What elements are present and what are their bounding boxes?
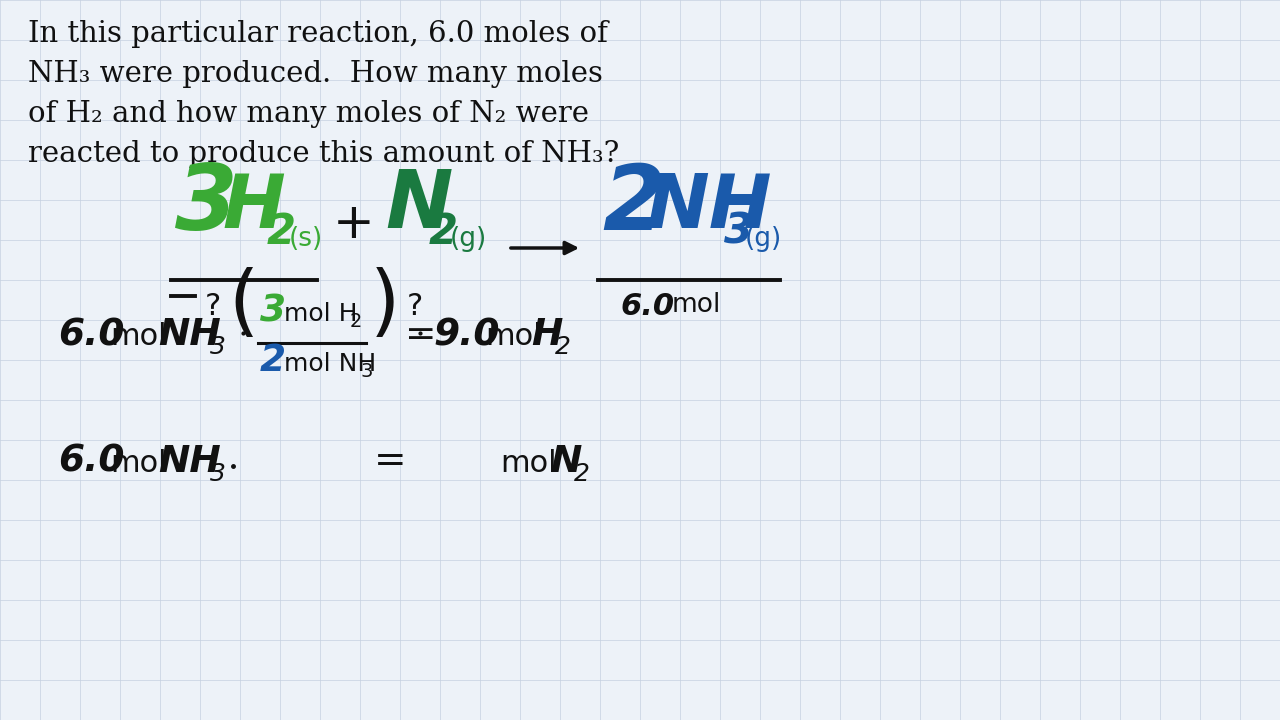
Text: mol: mol xyxy=(110,449,166,478)
Text: N: N xyxy=(385,167,452,245)
Text: 3: 3 xyxy=(360,362,372,381)
Text: ): ) xyxy=(370,267,401,343)
Text: =: = xyxy=(404,317,436,353)
Text: ?: ? xyxy=(407,292,424,321)
Text: 2: 2 xyxy=(556,335,571,359)
Text: 6.0: 6.0 xyxy=(58,317,124,353)
Text: N: N xyxy=(550,444,581,480)
Text: 2: 2 xyxy=(602,161,664,249)
Text: (g): (g) xyxy=(451,226,488,252)
Text: 9.0: 9.0 xyxy=(433,317,499,353)
Text: (g): (g) xyxy=(745,226,782,252)
Text: NH: NH xyxy=(646,171,772,244)
Text: 3: 3 xyxy=(175,161,238,249)
Text: NH: NH xyxy=(157,317,220,353)
Text: mol: mol xyxy=(110,322,166,351)
Text: =: = xyxy=(374,442,406,480)
Text: mol: mol xyxy=(672,292,722,318)
Text: (s): (s) xyxy=(289,226,324,252)
Text: 6.0: 6.0 xyxy=(58,444,124,480)
Text: reacted to produce this amount of NH₃?: reacted to produce this amount of NH₃? xyxy=(28,140,620,168)
Text: 3: 3 xyxy=(724,211,753,253)
Text: 2: 2 xyxy=(260,343,287,379)
Text: NH₃ were produced.  How many moles: NH₃ were produced. How many moles xyxy=(28,60,603,88)
Text: (: ( xyxy=(228,267,259,343)
Text: +: + xyxy=(333,200,375,248)
Text: NH: NH xyxy=(157,444,220,480)
Text: 3: 3 xyxy=(260,293,287,329)
Text: 6.0: 6.0 xyxy=(620,292,675,321)
Text: 2: 2 xyxy=(573,462,590,486)
Text: In this particular reaction, 6.0 moles of: In this particular reaction, 6.0 moles o… xyxy=(28,20,608,48)
Text: mol NH: mol NH xyxy=(284,352,376,376)
Text: of H₂ and how many moles of N₂ were: of H₂ and how many moles of N₂ were xyxy=(28,100,589,128)
Text: mol: mol xyxy=(485,322,541,351)
Text: H: H xyxy=(531,317,562,353)
Text: H: H xyxy=(221,171,284,244)
Text: 2: 2 xyxy=(349,312,362,331)
Text: 2: 2 xyxy=(268,211,296,253)
Text: 3: 3 xyxy=(210,335,225,359)
Text: mol: mol xyxy=(500,449,557,478)
Text: mol H: mol H xyxy=(284,302,357,326)
Text: ?: ? xyxy=(205,292,221,321)
Text: 3: 3 xyxy=(210,462,225,486)
Text: 2: 2 xyxy=(429,211,458,253)
